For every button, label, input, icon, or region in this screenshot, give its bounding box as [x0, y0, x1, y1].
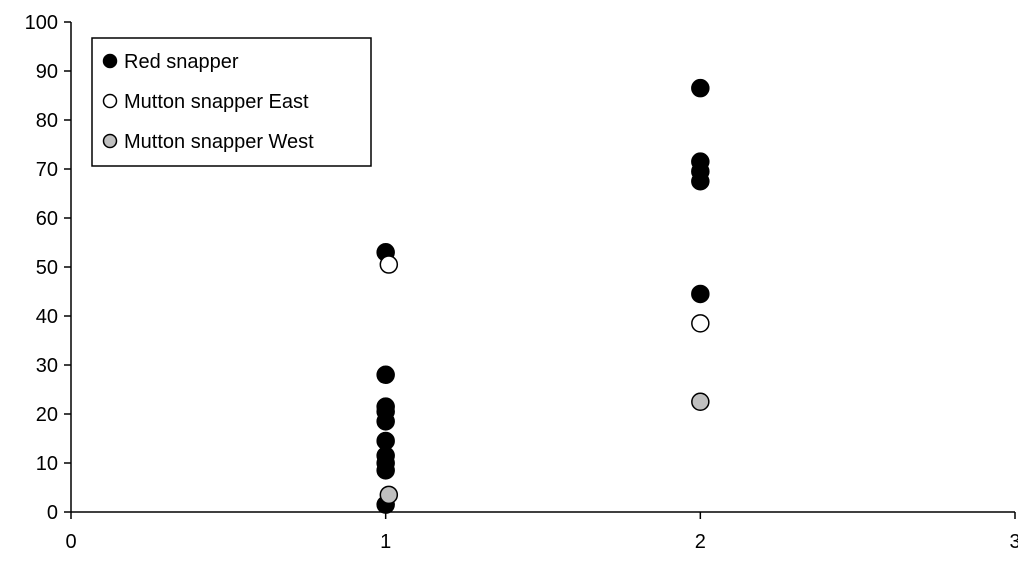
legend-marker — [102, 93, 118, 109]
y-tick-label: 30 — [36, 355, 58, 377]
y-tick-label: 20 — [36, 404, 58, 426]
legend-box — [91, 37, 372, 167]
y-tick-label: 80 — [36, 110, 58, 132]
x-tick-label: 3 — [1009, 531, 1018, 553]
data-point-series-2 — [691, 392, 710, 411]
y-tick-label: 60 — [36, 208, 58, 230]
y-tick-label: 10 — [36, 453, 58, 475]
legend-marker — [102, 133, 118, 149]
data-point-series-2 — [379, 485, 399, 505]
data-point-series-1 — [691, 314, 710, 333]
x-tick-label: 2 — [695, 531, 706, 553]
y-tick-label: 0 — [47, 502, 58, 524]
y-tick-label: 40 — [36, 306, 58, 328]
y-tick-label: 90 — [36, 61, 58, 83]
data-point-series-0 — [376, 461, 395, 480]
axes: 0 10 20 30 40 50 60 70 80 90 100 0 1 2 3 — [25, 12, 1018, 553]
legend: Red snapper Mutton snapper East Mutton sna… — [91, 37, 372, 167]
data-points — [376, 78, 710, 514]
legend-label: Mutton snapper West — [124, 131, 314, 153]
data-point-series-0 — [691, 284, 710, 304]
x-tick-label: 0 — [65, 531, 76, 553]
data-point-series-0 — [691, 78, 710, 98]
y-tick-label: 50 — [36, 257, 58, 279]
y-tick-label: 100 — [25, 12, 58, 34]
y-tick-label: 70 — [36, 159, 58, 181]
data-point-series-0 — [691, 172, 710, 191]
data-point-series-1 — [379, 255, 399, 274]
x-tick-label: 1 — [380, 531, 391, 553]
legend-label: Mutton snapper East — [124, 91, 309, 113]
legend-marker — [102, 53, 118, 69]
data-point-series-0 — [376, 412, 395, 431]
data-point-series-0 — [376, 365, 395, 385]
legend-label: Red snapper — [124, 51, 239, 73]
